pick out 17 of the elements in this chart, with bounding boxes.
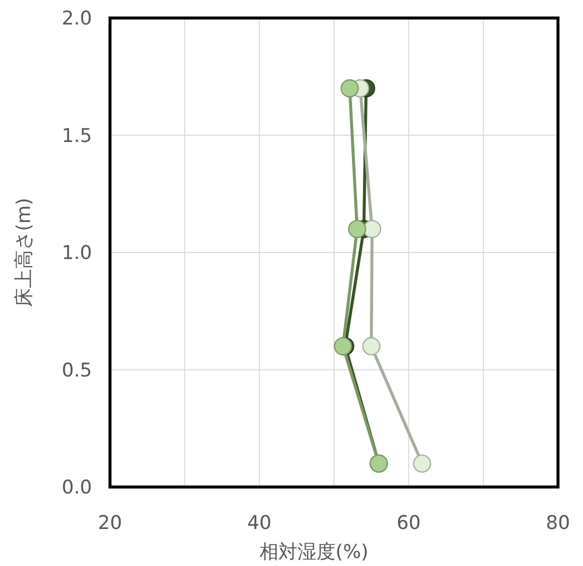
x-axis-title: 相対湿度(%) <box>260 541 368 563</box>
x-tick-label: 20 <box>98 512 122 534</box>
point <box>413 454 432 473</box>
x-tick-label: 80 <box>546 512 570 534</box>
point <box>334 337 352 356</box>
y-axis-title: 床上高さ(m) <box>13 198 35 308</box>
point <box>362 337 380 356</box>
point <box>348 220 366 238</box>
x-tick-label: 40 <box>247 512 272 534</box>
y-tick-label: 0.5 <box>62 359 92 382</box>
y-tick-label: 1.0 <box>62 242 92 264</box>
point <box>362 220 382 238</box>
y-tick-label: 0.0 <box>62 476 92 499</box>
y-tick-label: 1.5 <box>62 124 92 147</box>
x-tick-label: 60 <box>396 512 421 534</box>
point <box>340 79 359 98</box>
y-tick-label: 2.0 <box>62 8 92 30</box>
